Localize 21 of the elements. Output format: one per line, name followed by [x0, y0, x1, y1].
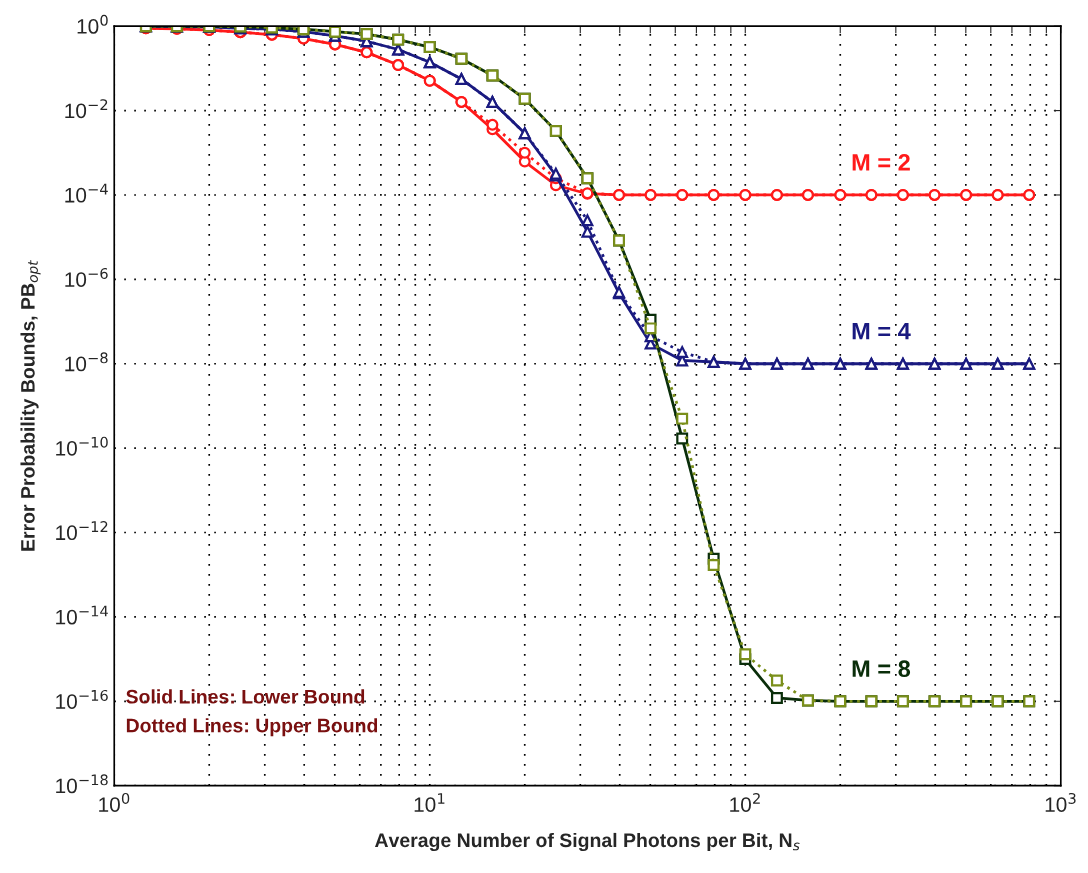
annotation: Dotted Lines: Upper Bound	[126, 718, 378, 737]
x-tick-label: 10$^{1}$	[414, 793, 445, 812]
annotation: Solid Lines: Lower Bound	[126, 689, 365, 704]
series-label: M = 8	[852, 660, 911, 678]
series-label: M = 4	[852, 323, 911, 340]
y-tick-label: 10$^{−10}$	[56, 436, 108, 456]
y-tick-label: 10$^{−4}$	[65, 183, 108, 203]
x-tick-label: 10$^{3}$	[1045, 792, 1076, 812]
y-tick-label: 10$^{−14}$	[56, 605, 108, 625]
x-tick-label: 10$^{2}$	[730, 792, 760, 812]
series-label: M = 2	[852, 154, 910, 171]
x-tick-label: 10$^{0}$	[99, 792, 130, 812]
y-axis-title: Error Probability Bounds, PB$_{opt}$	[20, 260, 41, 551]
x-axis-title: Average Number of Signal Photons per Bit, N$_{s}$	[374, 832, 800, 852]
y-tick-label: 10$^{−6}$	[65, 267, 108, 287]
y-tick-label: 10$^{−8}$	[65, 352, 108, 372]
y-tick-label: 10$^{−12}$	[56, 521, 108, 541]
y-tick-label: 10$^{−2}$	[65, 99, 108, 119]
y-tick-label: 10$^{0}$	[77, 14, 108, 34]
y-tick-label: 10$^{−18}$	[56, 774, 108, 794]
y-tick-label: 10$^{−16}$	[56, 689, 108, 709]
